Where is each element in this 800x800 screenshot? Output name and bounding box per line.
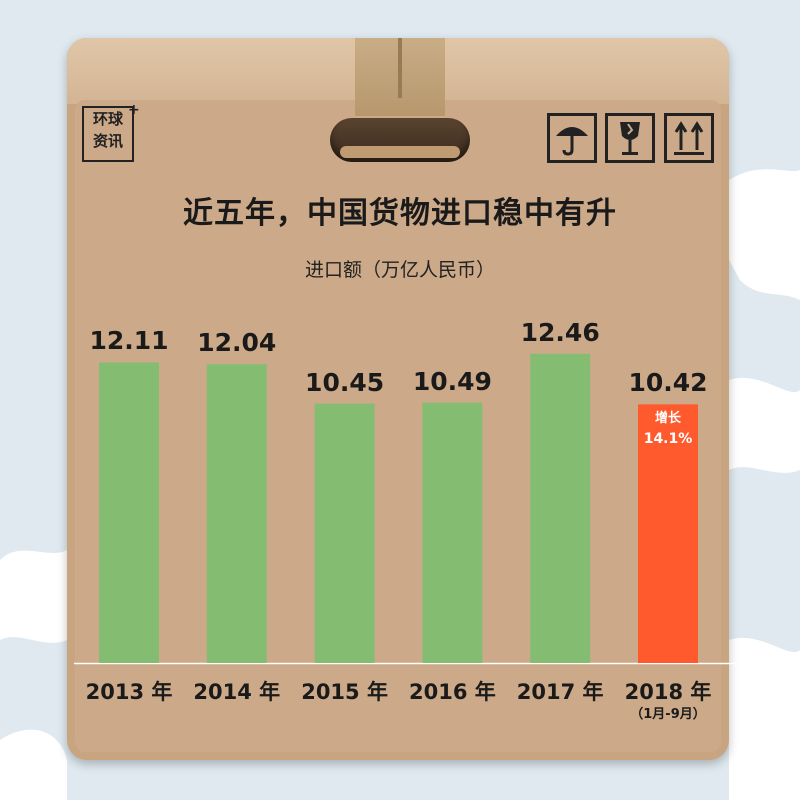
brand-line1: 环球 <box>92 110 123 128</box>
growth-annotation-value: 14.1% <box>643 431 693 448</box>
bar-5 <box>530 353 591 663</box>
chart-title: 近五年，中国货物进口稳中有升 <box>183 196 617 231</box>
bar-3 <box>314 403 375 663</box>
this-side-up-icon <box>664 113 714 163</box>
x-tick-label-6: 2018 年 <box>624 680 712 704</box>
value-label-4: 10.49 <box>412 366 492 396</box>
x-tick-label-5: 2017 年 <box>516 680 604 704</box>
y-axis-label: 进口额（万亿人民币） <box>304 259 495 281</box>
x-tick-label-2: 2014 年 <box>193 680 281 704</box>
value-label-6: 10.42 <box>628 368 708 398</box>
bar-1 <box>99 362 159 663</box>
growth-annotation-label: 增长 <box>654 411 681 427</box>
x-tick-label-3: 2015 年 <box>301 680 388 704</box>
box-face <box>75 100 721 752</box>
x-tick-label-4: 2016 年 <box>409 680 496 704</box>
tape-seam <box>398 38 402 98</box>
fragile-glass-icon <box>605 113 655 163</box>
brand-plus: + <box>128 102 140 118</box>
bar-4 <box>422 402 483 663</box>
value-label-2: 12.04 <box>197 328 277 358</box>
box-handle-edge <box>340 146 460 158</box>
bar-2 <box>206 364 267 663</box>
brand-line2: 资讯 <box>92 132 123 150</box>
umbrella-icon <box>547 113 597 163</box>
value-label-3: 10.45 <box>305 367 385 397</box>
bar-6 <box>638 404 698 663</box>
brand-logo: 环球 资讯 <box>82 106 134 162</box>
x-tick-note-6: （1月-9月） <box>630 707 706 722</box>
x-tick-label-1: 2013 年 <box>85 680 173 704</box>
value-label-5: 12.46 <box>520 317 600 347</box>
value-label-1: 12.11 <box>89 326 169 356</box>
